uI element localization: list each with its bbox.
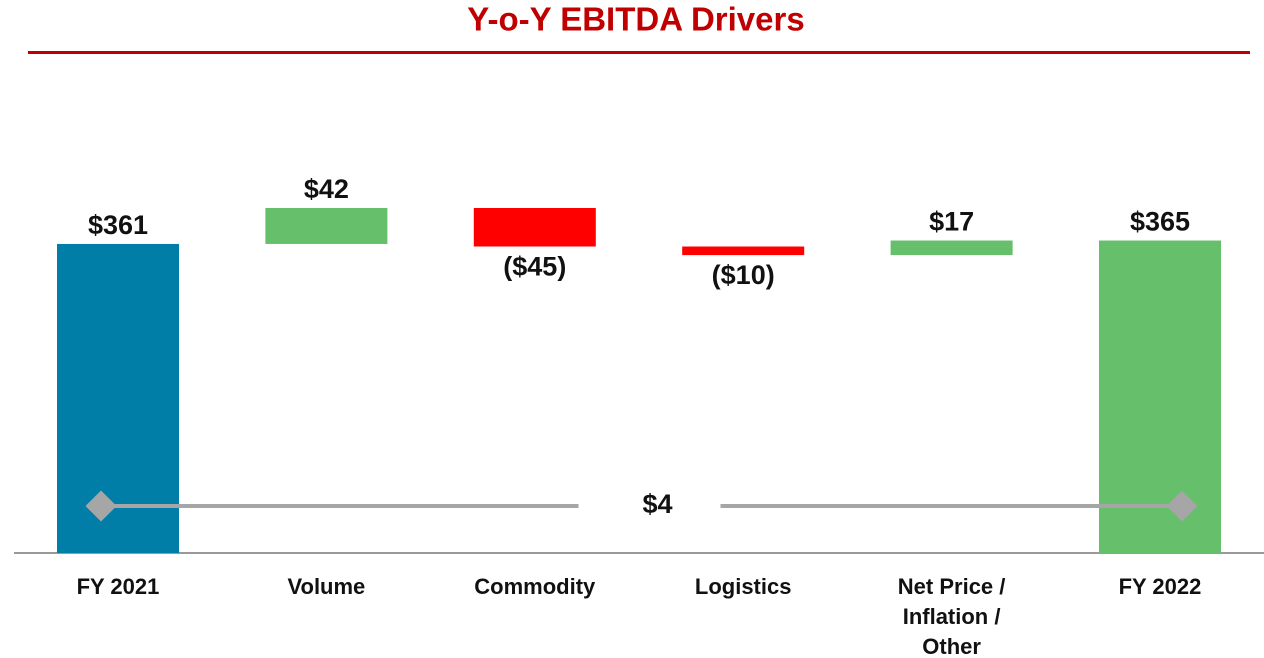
title-rule <box>28 51 1250 54</box>
bar <box>890 240 1013 256</box>
difference-label: $4 <box>642 489 672 519</box>
category-label: Commodity <box>474 574 596 599</box>
baseline <box>14 552 1264 554</box>
value-label: $365 <box>1130 207 1190 237</box>
value-label: $17 <box>929 207 974 237</box>
value-label: ($45) <box>503 252 566 282</box>
value-label: $361 <box>88 210 148 240</box>
value-label: ($10) <box>712 260 775 290</box>
category-label: Volume <box>287 574 366 599</box>
category-label: FY 2021 <box>76 574 160 599</box>
bar <box>682 246 805 256</box>
category-label: Net Price / Inflation / Other <box>897 574 1006 658</box>
bar <box>1099 240 1221 554</box>
bar <box>473 208 596 247</box>
chart-title: Y-o-Y EBITDA Drivers <box>467 1 804 38</box>
bar <box>57 243 179 554</box>
value-label: $42 <box>304 174 349 204</box>
bar <box>265 208 388 244</box>
category-label: Logistics <box>694 574 792 599</box>
category-label: FY 2022 <box>1118 574 1202 599</box>
